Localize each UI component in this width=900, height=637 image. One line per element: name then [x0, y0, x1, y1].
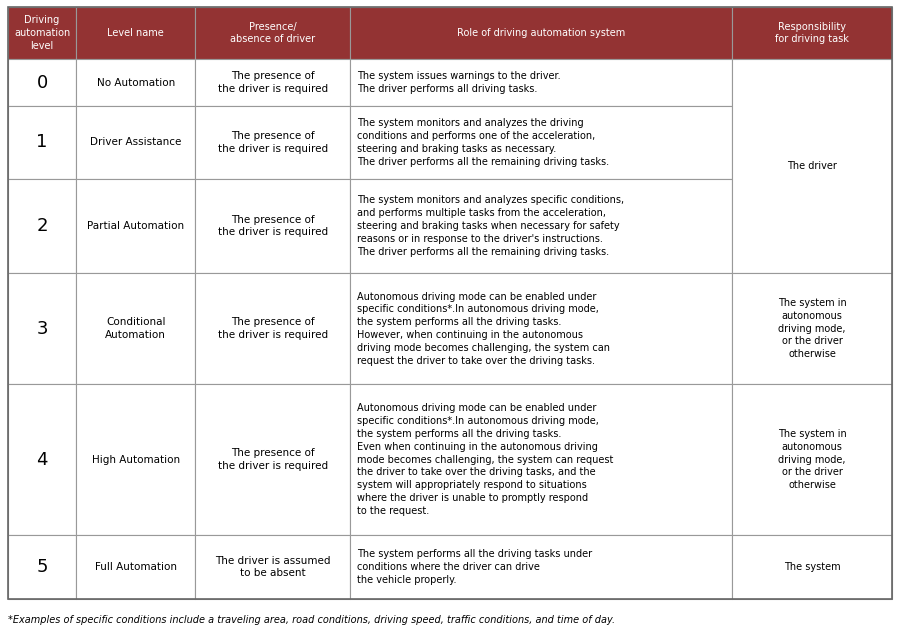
Text: The system in
autonomous
driving mode,
or the driver
otherwise: The system in autonomous driving mode, o…: [778, 429, 846, 490]
Bar: [732, 273, 892, 384]
Text: Driver Assistance: Driver Assistance: [90, 138, 182, 148]
Bar: [350, 106, 732, 179]
Bar: [732, 384, 892, 535]
Bar: [8, 179, 76, 273]
Bar: [350, 384, 732, 535]
Text: Full Automation: Full Automation: [94, 562, 176, 572]
Text: Autonomous driving mode can be enabled under
specific conditions*.In autonomous : Autonomous driving mode can be enabled u…: [357, 292, 610, 366]
Bar: [76, 273, 195, 384]
Text: The system in
autonomous
driving mode,
or the driver
otherwise: The system in autonomous driving mode, o…: [778, 298, 846, 359]
Text: The driver: The driver: [788, 161, 837, 171]
Bar: [8, 384, 76, 535]
Text: 1: 1: [36, 134, 48, 152]
Text: 4: 4: [36, 450, 48, 469]
Bar: [350, 7, 732, 59]
Bar: [195, 59, 350, 106]
Text: The presence of
the driver is required: The presence of the driver is required: [218, 215, 328, 238]
Bar: [350, 535, 732, 599]
Text: The driver is assumed
to be absent: The driver is assumed to be absent: [215, 555, 330, 578]
Bar: [76, 179, 195, 273]
Bar: [76, 384, 195, 535]
Text: No Automation: No Automation: [96, 78, 175, 87]
Text: 0: 0: [36, 73, 48, 92]
Bar: [76, 535, 195, 599]
Bar: [76, 106, 195, 179]
Text: 3: 3: [36, 320, 48, 338]
Text: Driving
automation
level: Driving automation level: [14, 15, 70, 51]
Text: Level name: Level name: [107, 28, 164, 38]
Text: The presence of
the driver is required: The presence of the driver is required: [218, 131, 328, 154]
Text: The presence of
the driver is required: The presence of the driver is required: [218, 317, 328, 340]
Text: The system: The system: [784, 562, 841, 572]
Text: Partial Automation: Partial Automation: [87, 221, 184, 231]
Text: The system monitors and analyzes specific conditions,
and performs multiple task: The system monitors and analyzes specifi…: [357, 196, 625, 257]
Bar: [8, 59, 76, 106]
Text: 2: 2: [36, 217, 48, 235]
Bar: [76, 7, 195, 59]
Text: Role of driving automation system: Role of driving automation system: [457, 28, 626, 38]
Bar: [350, 179, 732, 273]
Text: Autonomous driving mode can be enabled under
specific conditions*.In autonomous : Autonomous driving mode can be enabled u…: [357, 403, 614, 516]
Text: The system monitors and analyzes the driving
conditions and performs one of the : The system monitors and analyzes the dri…: [357, 118, 609, 167]
Text: The system performs all the driving tasks under
conditions where the driver can : The system performs all the driving task…: [357, 549, 592, 585]
Bar: [8, 7, 76, 59]
Bar: [8, 535, 76, 599]
Text: Conditional
Automation: Conditional Automation: [105, 317, 166, 340]
Text: Presence/
absence of driver: Presence/ absence of driver: [230, 22, 315, 45]
Text: *Examples of specific conditions include a traveling area, road conditions, driv: *Examples of specific conditions include…: [8, 615, 615, 625]
Text: The presence of
the driver is required: The presence of the driver is required: [218, 71, 328, 94]
Bar: [8, 106, 76, 179]
Bar: [195, 179, 350, 273]
Bar: [195, 273, 350, 384]
Text: 5: 5: [36, 558, 48, 576]
Text: The system issues warnings to the driver.
The driver performs all driving tasks.: The system issues warnings to the driver…: [357, 71, 561, 94]
Bar: [350, 273, 732, 384]
Bar: [195, 535, 350, 599]
Bar: [195, 384, 350, 535]
Bar: [8, 273, 76, 384]
Text: Responsibility
for driving task: Responsibility for driving task: [775, 22, 849, 45]
Bar: [76, 59, 195, 106]
Text: The presence of
the driver is required: The presence of the driver is required: [218, 448, 328, 471]
Bar: [732, 535, 892, 599]
Text: High Automation: High Automation: [92, 455, 180, 464]
Bar: [195, 7, 350, 59]
Bar: [732, 7, 892, 59]
Bar: [195, 106, 350, 179]
Bar: [732, 59, 892, 273]
Bar: [350, 59, 732, 106]
